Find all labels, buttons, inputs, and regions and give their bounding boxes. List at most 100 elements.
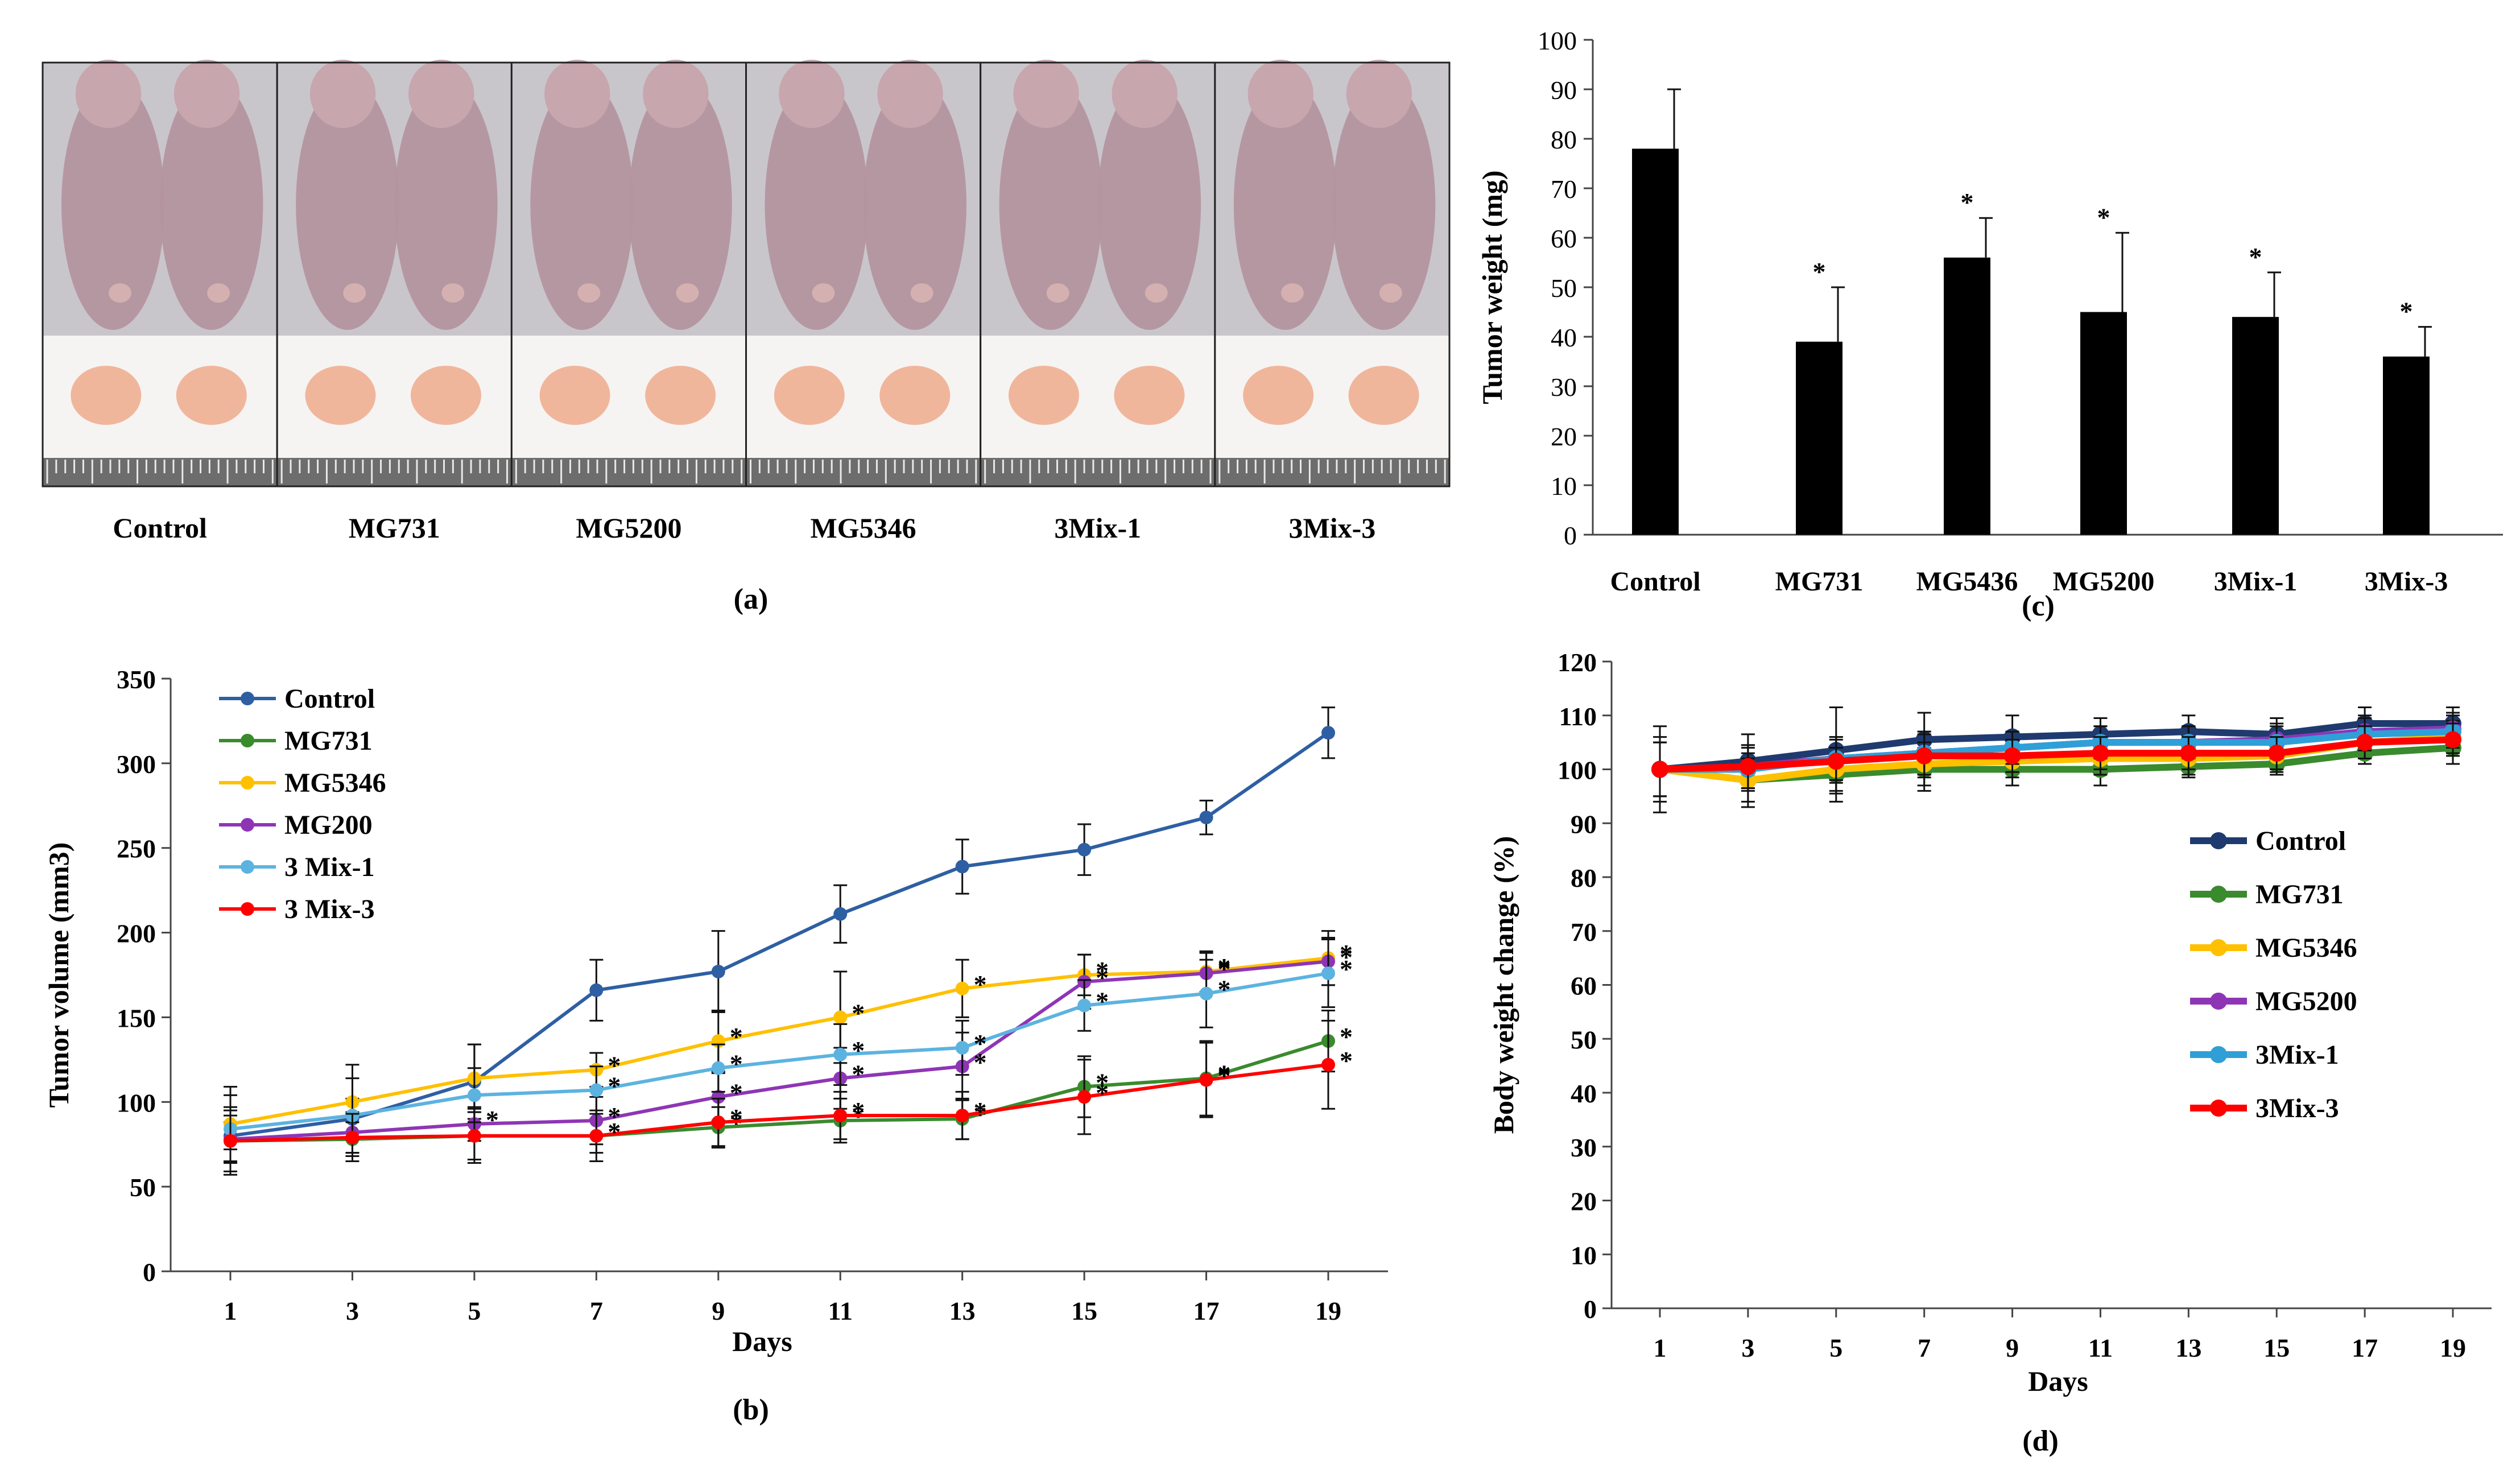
x-tick-label: 7 (1918, 1333, 1931, 1362)
mouse-head (643, 60, 709, 128)
y-tick-label: 60 (1551, 224, 1577, 253)
bar (1796, 341, 1843, 535)
y-tick-label: 350 (117, 665, 156, 694)
y-tick-label: 10 (1551, 472, 1577, 501)
mouse-body (61, 80, 165, 330)
x-tick-label: 15 (1071, 1296, 1097, 1325)
significance-star: * (730, 1109, 743, 1138)
legend-label: 3Mix-3 (2255, 1093, 2339, 1123)
excised-tumor (176, 366, 247, 425)
excised-tumor (774, 366, 845, 425)
data-point (589, 1129, 604, 1143)
mouse-body (765, 80, 868, 330)
mouse-body (530, 80, 634, 330)
y-tick-label: 70 (1571, 918, 1597, 947)
significance-star: * (1096, 963, 1109, 992)
significance-star: * (852, 1097, 865, 1126)
significance-star: * (730, 1049, 743, 1078)
photo-cell (510, 60, 747, 487)
significance-star: * (1340, 954, 1353, 983)
legend-swatch-marker (2210, 1046, 2227, 1063)
y-tick-label: 100 (1558, 756, 1597, 785)
data-point (955, 1109, 969, 1123)
photo-group-label: 3Mix-1 (1054, 512, 1141, 544)
x-tick-label: Control (1610, 567, 1700, 597)
legend-swatch-marker (2210, 832, 2227, 849)
mouse-head (877, 60, 943, 128)
legend-label: Control (2255, 826, 2346, 856)
photo-cell (276, 60, 513, 487)
data-point (833, 907, 848, 921)
tumor-bump (109, 283, 132, 303)
legend-label: MG731 (2255, 879, 2344, 910)
significance-star: * (608, 1102, 621, 1131)
legend-label: 3 Mix-1 (284, 852, 375, 882)
photo-cell (42, 60, 278, 487)
y-tick-label: 40 (1571, 1079, 1597, 1108)
tumor-bump (1379, 283, 1402, 303)
bar (2080, 312, 2127, 535)
series-line (230, 960, 1329, 1141)
x-tick-label: 15 (2263, 1333, 2290, 1362)
excised-tumor (539, 366, 610, 425)
excised-tumor (1243, 366, 1314, 425)
tumor-bump (207, 283, 230, 303)
mouse-head (173, 60, 240, 128)
y-tick-label: 100 (1538, 26, 1577, 55)
tumor-bump (910, 283, 933, 303)
x-tick-label: 7 (590, 1296, 603, 1325)
y-tick-label: 10 (1571, 1241, 1597, 1270)
x-tick-label: 3 (346, 1296, 359, 1325)
data-point (467, 1088, 481, 1102)
mouse-head (75, 60, 142, 128)
mouse-body (863, 80, 966, 330)
significance-star: * (608, 1117, 621, 1146)
series-3-mix-1: ** * ** **3 Mix-1 (219, 852, 1353, 1164)
legend-swatch-marker (241, 860, 254, 874)
bar (2232, 317, 2279, 535)
y-tick-label: 40 (1551, 323, 1577, 352)
panel-label-d: (d) (2022, 1425, 2059, 1457)
photo-group-label: MG5200 (576, 512, 681, 544)
data-point (1077, 998, 1092, 1013)
significance-star: * (1218, 975, 1231, 1004)
data-point (833, 1047, 848, 1061)
y-tick-label: 80 (1571, 863, 1597, 892)
significance-star: * (974, 970, 987, 999)
ruler (980, 458, 1215, 486)
y-tick-label: 50 (130, 1173, 156, 1202)
significance-star: * (1096, 1068, 1109, 1097)
mouse-head (544, 60, 610, 128)
data-point (2268, 745, 2286, 762)
x-tick-label: 9 (2006, 1333, 2019, 1362)
data-point (467, 1129, 481, 1143)
data-point (2444, 731, 2461, 749)
tumor-bump (812, 283, 835, 303)
data-point (955, 1041, 969, 1055)
panel-label-a: (a) (734, 583, 769, 615)
data-point (1077, 842, 1092, 857)
legend-label: 3 Mix-3 (284, 894, 375, 924)
significance-star: * (974, 1100, 987, 1129)
mouse-body (1097, 80, 1201, 330)
data-point (955, 981, 969, 995)
series-3mix-3: 3Mix-3 (1651, 722, 2461, 1123)
significance-star: * (730, 1104, 743, 1133)
y-tick-label: 50 (1571, 1025, 1597, 1054)
significance-star: * (608, 1051, 621, 1080)
tumor-bump (1046, 283, 1069, 303)
bar (2383, 356, 2430, 535)
significance-star: * (1096, 956, 1109, 985)
series-line (230, 956, 1329, 1126)
y-tick-label: 200 (117, 919, 156, 948)
series-line (1659, 720, 2453, 773)
significance-star: * (974, 1029, 987, 1058)
panel-a-photos: Control MG731 MG5200 MG5346 3Mix-1 3Mix-3 (42, 60, 1451, 544)
legend-swatch-marker (241, 692, 254, 705)
series-line (230, 1039, 1329, 1143)
x-tick-label: 5 (1829, 1333, 1843, 1362)
data-point (711, 1061, 725, 1075)
legend-label: 3Mix-1 (2255, 1040, 2339, 1070)
mouse-body (1233, 80, 1337, 330)
